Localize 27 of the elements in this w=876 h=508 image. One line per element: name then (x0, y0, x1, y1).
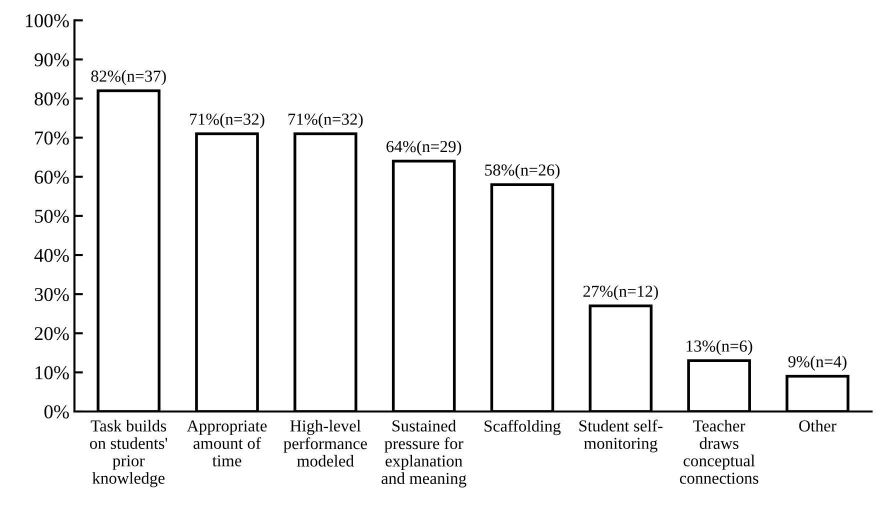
y-tick-label: 90% (34, 53, 69, 66)
y-tick-label: 80% (34, 92, 69, 106)
x-tick-label: High-level performance modeled (284, 420, 367, 467)
x-tick-label: Scaffolding (484, 420, 561, 436)
x-tick-label: Task builds on students' prior knowledge (90, 420, 168, 488)
data-label: 27%(n=12) (583, 285, 658, 300)
data-label: 9%(n=4) (788, 356, 846, 371)
y-tick-label: 70% (35, 131, 69, 145)
data-label: 71%(n=32) (288, 113, 363, 128)
x-tick-label: Student self- monitoring (579, 420, 662, 452)
x-tick-label: Appropriate amount of time (186, 420, 267, 466)
y-tick-label: 0% (44, 405, 69, 418)
y-tick-label: 10% (36, 366, 69, 380)
y-tick-label: 30% (34, 288, 69, 302)
y-tick-label: 40% (34, 248, 69, 262)
x-tick-label: Teacher draws conceptual connections (680, 420, 758, 484)
data-label: 64%(n=29) (386, 140, 462, 156)
y-tick-label: 60% (34, 170, 69, 184)
data-label: 58%(n=26) (485, 164, 560, 180)
x-tick-label: Other (799, 420, 836, 432)
data-label: 71%(n=32) (190, 113, 264, 128)
y-tick-label: 50% (35, 210, 69, 223)
y-tick-label: 100% (26, 14, 69, 28)
y-tick-label: 20% (34, 327, 69, 340)
x-tick-label: Sustained pressure for explanation and meaning (382, 420, 466, 488)
data-label: 13%(n=6) (686, 340, 752, 356)
data-label: 82%(n=37) (91, 70, 166, 86)
